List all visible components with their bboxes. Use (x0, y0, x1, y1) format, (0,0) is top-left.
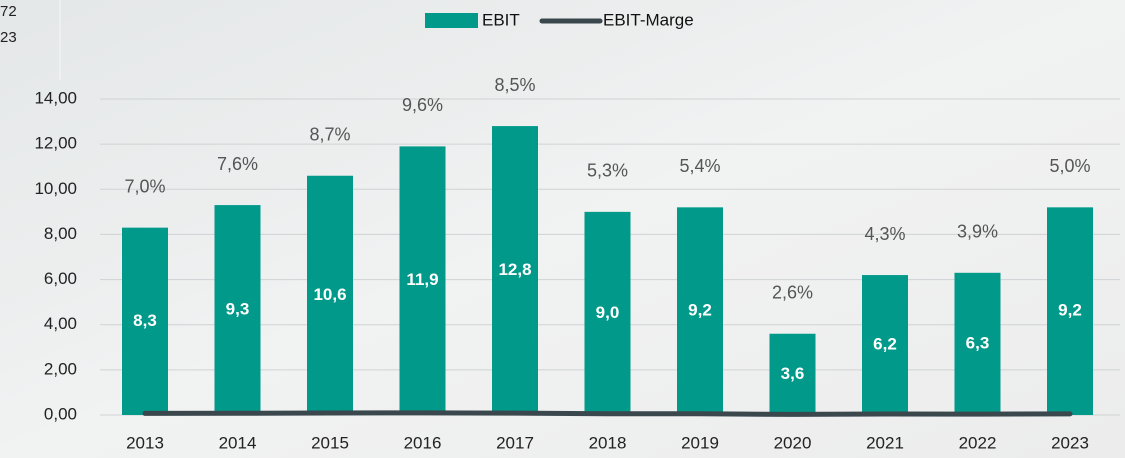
margin-line (142, 410, 1073, 417)
bar-value-label: 9,3 (226, 300, 250, 319)
margin-label: 5,4% (679, 156, 720, 176)
y-tick-label: 8,00 (44, 224, 77, 243)
x-tick-label: 2021 (866, 433, 904, 452)
bar (677, 207, 723, 415)
legend-label: EBIT (482, 10, 520, 29)
y-tick-label: 6,00 (44, 269, 77, 288)
x-tick-label: 2020 (774, 433, 812, 452)
x-tick-label: 2018 (589, 433, 627, 452)
bar-value-label: 6,2 (873, 335, 897, 354)
x-tick-label: 2015 (311, 433, 349, 452)
legend-swatch (425, 13, 478, 28)
margin-label: 4,3% (864, 224, 905, 244)
margin-label: 8,5% (494, 75, 535, 95)
fragment: 23 (0, 29, 17, 46)
margin-label: 9,6% (402, 95, 443, 115)
bar (122, 227, 168, 415)
x-tick-label: 2013 (126, 433, 164, 452)
margin-label: 7,0% (124, 176, 165, 196)
x-tick-label: 2016 (404, 433, 442, 452)
legend-label: EBIT-Marge (603, 10, 694, 29)
bar (492, 126, 538, 415)
y-tick-label: 12,00 (34, 134, 77, 153)
x-tick-label: 2017 (496, 433, 534, 452)
y-tick-label: 4,00 (44, 314, 77, 333)
bar-value-label: 9,2 (688, 301, 712, 320)
margin-label: 2,6% (772, 282, 813, 302)
bar-value-label: 3,6 (781, 364, 805, 383)
bar-value-label: 12,8 (498, 260, 531, 279)
y-tick-label: 14,00 (34, 88, 77, 107)
margin-label: 3,9% (957, 222, 998, 242)
bar-value-label: 9,0 (596, 303, 620, 322)
margin-label: 5,3% (587, 161, 628, 181)
bar-value-label: 9,2 (1058, 301, 1082, 320)
bar (769, 333, 816, 415)
x-tick-label: 2019 (681, 433, 719, 452)
y-tick-label: 0,00 (44, 404, 77, 423)
x-tick-label: 2014 (219, 433, 257, 452)
bar (862, 275, 908, 415)
x-tick-label: 2023 (1051, 433, 1089, 452)
y-tick-label: 2,00 (44, 359, 77, 378)
bar-value-label: 10,6 (313, 285, 346, 304)
margin-label: 7,6% (217, 154, 258, 174)
fragment: 72 (0, 3, 17, 20)
bar-value-label: 6,3 (966, 333, 990, 352)
bar-value-label: 11,9 (406, 270, 438, 289)
margin-label: 8,7% (309, 124, 350, 144)
bar (954, 272, 1001, 415)
bar-value-label: 8,3 (133, 311, 157, 330)
x-tick-label: 2022 (959, 433, 997, 452)
bar (399, 146, 446, 415)
y-tick-label: 10,00 (34, 179, 77, 198)
bar (584, 211, 631, 415)
bar (307, 175, 353, 415)
margin-label: 5,0% (1049, 156, 1090, 176)
bar (1047, 207, 1093, 415)
bar (214, 205, 261, 415)
